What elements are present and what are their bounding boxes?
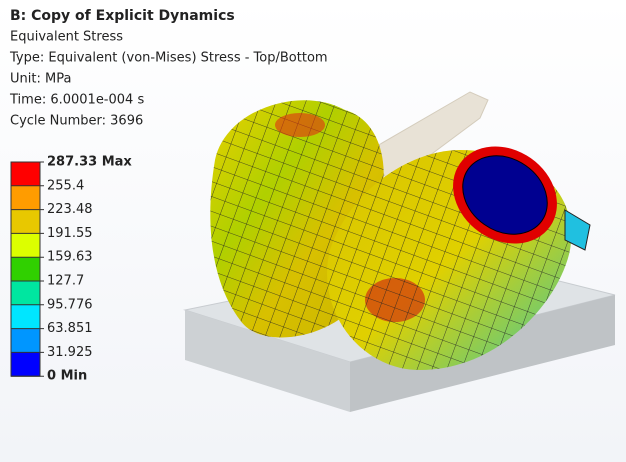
legend-swatch	[11, 281, 40, 305]
legend-label: 223.48	[47, 202, 93, 217]
hot-spot	[275, 113, 325, 137]
legend-label: 95.776	[47, 297, 93, 312]
title: B: Copy of Explicit Dynamics	[10, 8, 235, 24]
legend-swatch	[11, 257, 40, 281]
legend-label: 127.7	[47, 274, 84, 289]
legend-label: 255.4	[47, 178, 84, 193]
legend-label: 0 Min	[47, 369, 87, 384]
legend-swatch	[11, 233, 40, 258]
info-line: Cycle Number: 3696	[10, 114, 143, 129]
info-line: Time: 6.0001e-004 s	[9, 93, 144, 108]
opening	[462, 155, 548, 235]
legend-swatch	[11, 162, 40, 186]
legend-swatch	[11, 328, 40, 353]
tip	[564, 209, 591, 251]
legend-label: 287.33 Max	[47, 155, 132, 170]
legend-swatch	[11, 304, 40, 329]
info-line: Equivalent Stress	[10, 30, 123, 45]
base-left	[185, 310, 350, 412]
legend-label: 159.63	[47, 250, 93, 265]
info-line: Unit: MPa	[10, 72, 71, 87]
legend-swatch	[11, 185, 40, 210]
legend-swatch	[11, 209, 40, 234]
legend-label: 191.55	[47, 226, 93, 241]
legend-swatch	[11, 352, 40, 377]
legend-label: 31.925	[47, 345, 93, 360]
info-line: Type: Equivalent (von-Mises) Stress - To…	[9, 51, 328, 66]
legend-label: 63.851	[47, 321, 93, 336]
